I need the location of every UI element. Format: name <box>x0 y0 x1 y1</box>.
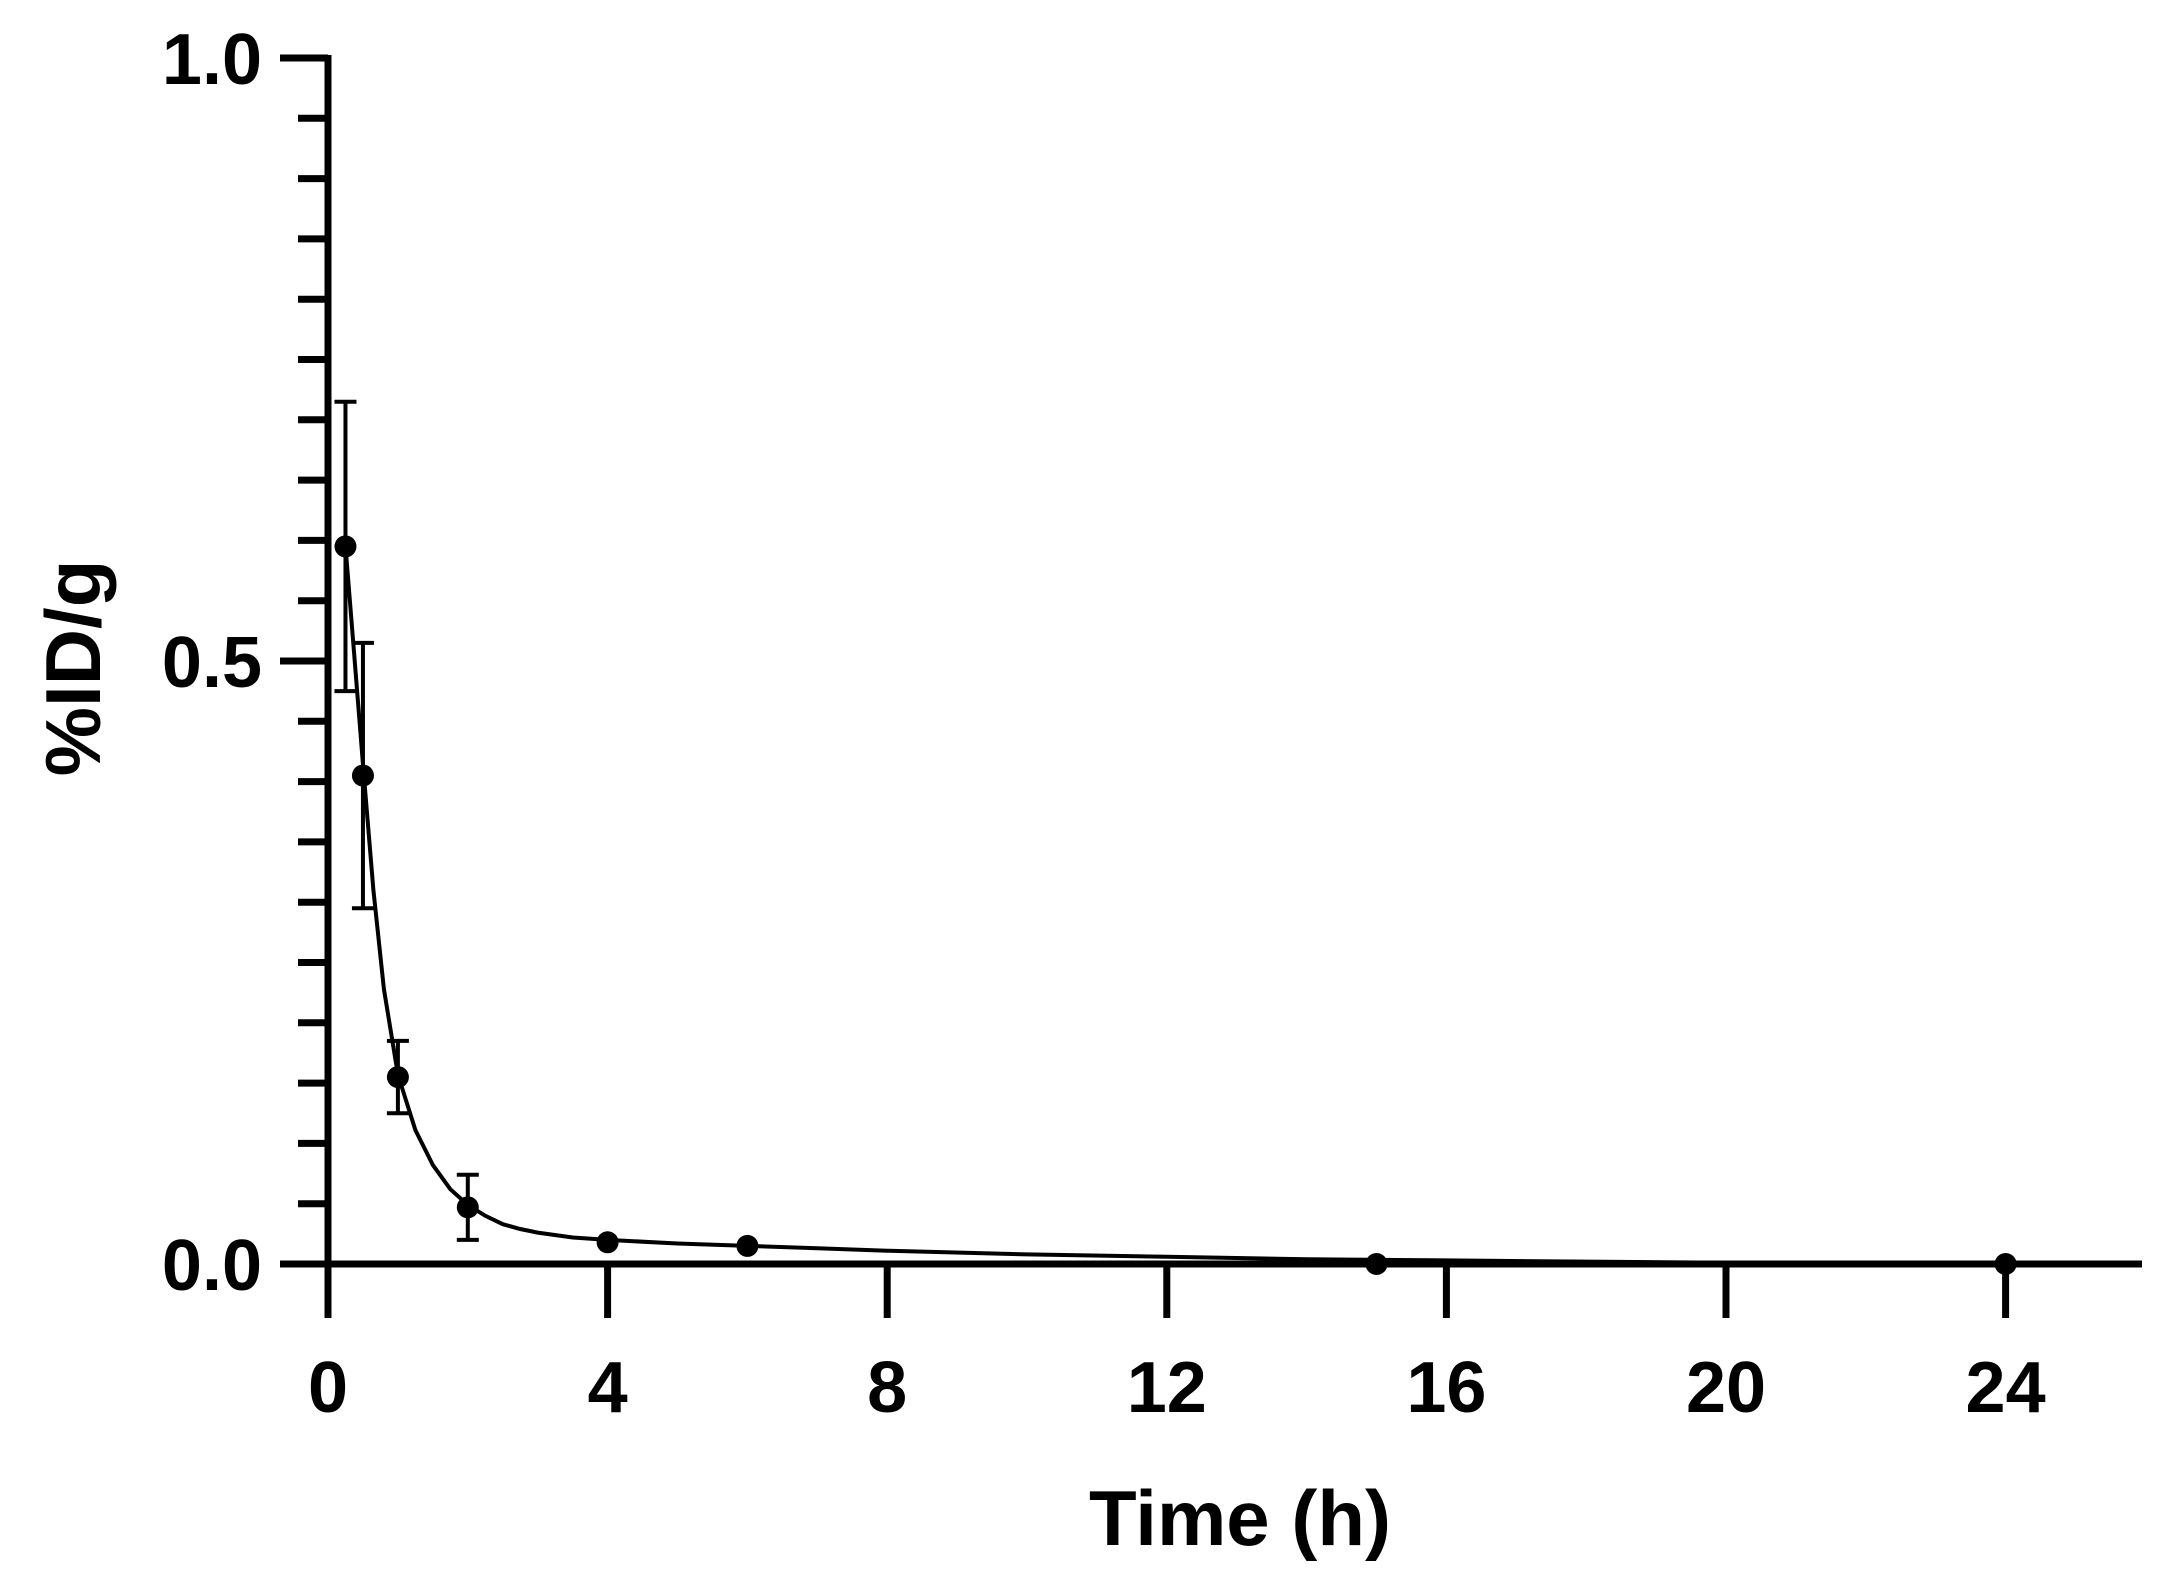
markers <box>334 535 2017 1275</box>
fit-curve <box>343 546 2006 1266</box>
y-tick-label: 0.5 <box>162 623 262 703</box>
data-point <box>736 1234 759 1257</box>
data-point <box>456 1196 479 1219</box>
x-tick-label: 8 <box>867 1348 907 1428</box>
data-point <box>1365 1253 1388 1275</box>
error-bars <box>334 399 479 1242</box>
x-tick-label: 16 <box>1406 1348 1486 1428</box>
x-tick-label: 4 <box>588 1348 628 1428</box>
y-tick-label: 1.0 <box>162 20 262 100</box>
x-axis-title: Time (h) <box>1089 1474 1391 1562</box>
x-tick-label: 0 <box>308 1348 348 1428</box>
y-tick-label: 0.0 <box>162 1226 262 1306</box>
data-point <box>596 1231 619 1254</box>
y-axis-title: %ID/g <box>29 560 117 777</box>
data-point <box>334 535 357 558</box>
x-ticks <box>324 1264 2010 1318</box>
x-tick-label: 24 <box>1966 1348 2046 1428</box>
x-tick-label: 20 <box>1686 1348 1766 1428</box>
x-tick-label: 12 <box>1127 1348 1207 1428</box>
data-point <box>386 1066 409 1089</box>
x-tick-labels: 0 4 8 12 16 20 24 <box>308 1348 2046 1428</box>
data-point <box>1994 1253 2017 1275</box>
y-tick-labels: 0.0 0.5 1.0 <box>162 20 262 1306</box>
data-point <box>351 764 374 787</box>
